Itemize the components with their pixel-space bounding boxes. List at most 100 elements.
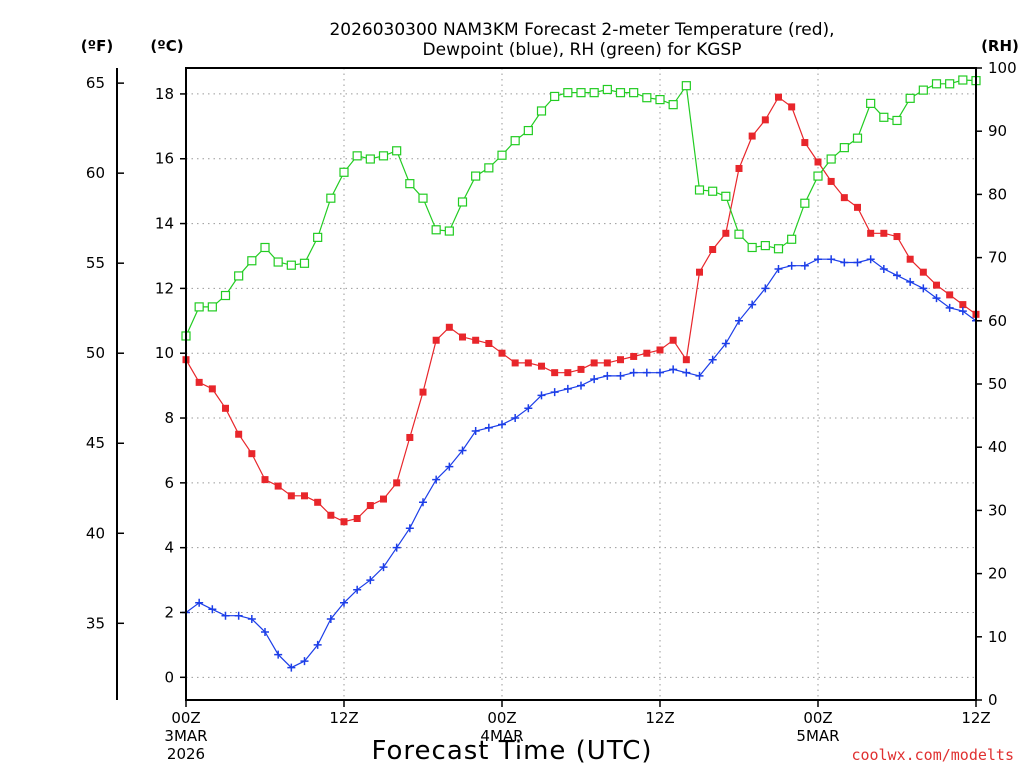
dewpoint-point	[366, 576, 375, 585]
temperature-point	[906, 255, 914, 263]
rh-point	[352, 151, 362, 161]
temperature-point	[314, 498, 322, 506]
temperature-point	[511, 359, 519, 367]
rh-point	[299, 258, 310, 268]
rh-tick-label: 50	[988, 375, 1007, 393]
temperature-point	[722, 229, 730, 237]
rh-point	[787, 234, 797, 244]
rh-point	[365, 154, 375, 164]
rh-point	[958, 75, 968, 85]
temperature-point	[445, 323, 453, 331]
temperature-point	[208, 385, 216, 393]
rh-point	[194, 302, 204, 312]
temperature-point	[380, 495, 387, 503]
temperature-point	[498, 349, 506, 357]
rh-point	[405, 179, 415, 189]
temperature-point	[340, 518, 348, 526]
dewpoint-point	[879, 264, 888, 273]
rh-point	[694, 185, 705, 195]
dewpoint-point	[748, 300, 757, 309]
temperature-point	[867, 229, 875, 237]
temperature-point	[577, 365, 585, 373]
rh-point	[431, 225, 441, 235]
rh-tick-label: 80	[988, 185, 1007, 203]
dewpoint-point	[563, 384, 572, 393]
temperature-point	[854, 203, 861, 211]
dewpoint-point	[695, 371, 704, 380]
rh-point	[471, 171, 481, 181]
rh-point	[602, 84, 612, 95]
rh-point	[734, 229, 744, 239]
dewpoint-point	[735, 316, 743, 325]
temperature-point	[603, 359, 611, 367]
x-tick-date-label: 5MAR	[796, 727, 839, 745]
series-layer	[181, 75, 981, 672]
temperature-point	[919, 268, 927, 276]
temperature-point	[814, 158, 822, 166]
rh-point	[681, 81, 691, 91]
temperature-point	[393, 479, 401, 487]
temperature-point	[959, 301, 967, 309]
chart-title-line1: 2026030300 NAM3KM Forecast 2-meter Tempe…	[329, 20, 834, 40]
dewpoint-point	[774, 264, 783, 273]
rh-point	[852, 133, 863, 143]
rh-point	[273, 257, 283, 267]
temperature-point	[801, 139, 809, 147]
chart-title-line2: Dewpoint (blue), RH (green) for KGSP	[423, 40, 742, 60]
temperature-point	[366, 502, 374, 510]
dewpoint-point	[761, 284, 770, 293]
celsius-tick-label: 16	[155, 150, 174, 168]
rh-tick-label: 30	[988, 501, 1007, 519]
dewpoint-point	[234, 611, 243, 620]
rh-point	[510, 136, 520, 146]
rh-point	[760, 240, 770, 251]
dewpoint-point	[787, 261, 796, 270]
rh-point	[247, 256, 257, 266]
rh-point	[550, 91, 560, 102]
temperature-point	[735, 164, 743, 172]
dewpoint-point	[893, 271, 901, 280]
dewpoint-point	[432, 475, 441, 484]
rh-point	[378, 151, 389, 161]
temperature-point	[748, 132, 756, 140]
temperature-point	[353, 515, 361, 523]
temperature-point	[643, 349, 651, 357]
temperature-point	[840, 194, 848, 202]
dewpoint-point	[340, 598, 348, 607]
x-tick-label: 00Z	[803, 709, 832, 727]
rh-tick-label: 70	[988, 249, 1007, 267]
celsius-tick-label: 18	[155, 85, 174, 103]
rh-point	[260, 242, 270, 253]
rh-unit-label: (RH)	[981, 37, 1019, 55]
dewpoint-point	[577, 381, 585, 390]
temperature-point	[761, 116, 769, 124]
rh-point	[905, 93, 915, 103]
temperature-point	[301, 492, 308, 500]
dewpoint-point	[326, 614, 335, 623]
rh-point	[655, 94, 665, 105]
rh-tick-label: 40	[988, 438, 1007, 456]
celsius-tick-label: 4	[164, 539, 174, 557]
dewpoint-point	[721, 339, 730, 348]
dewpoint-point	[800, 261, 809, 270]
temperature-point	[459, 333, 466, 341]
rh-point	[523, 125, 533, 136]
temperature-point	[235, 430, 243, 438]
dewpoint-point	[405, 524, 414, 533]
temperature-point	[827, 177, 835, 185]
celsius-unit-label: (ºC)	[150, 37, 183, 55]
rh-point	[536, 106, 547, 116]
dewpoint-point	[524, 404, 533, 413]
fahrenheit-tick-label: 40	[86, 524, 105, 542]
x-tick-label: 12Z	[961, 709, 990, 727]
credit-text: coolwx.com/modelts	[851, 746, 1014, 764]
rh-point	[642, 93, 652, 103]
dewpoint-point	[590, 375, 599, 384]
dewpoint-point	[919, 284, 928, 293]
rh-tick-label: 60	[988, 312, 1007, 330]
rh-point	[563, 88, 573, 98]
rh-point	[708, 186, 718, 196]
temperature-point	[261, 476, 269, 484]
dewpoint-point	[274, 650, 283, 659]
